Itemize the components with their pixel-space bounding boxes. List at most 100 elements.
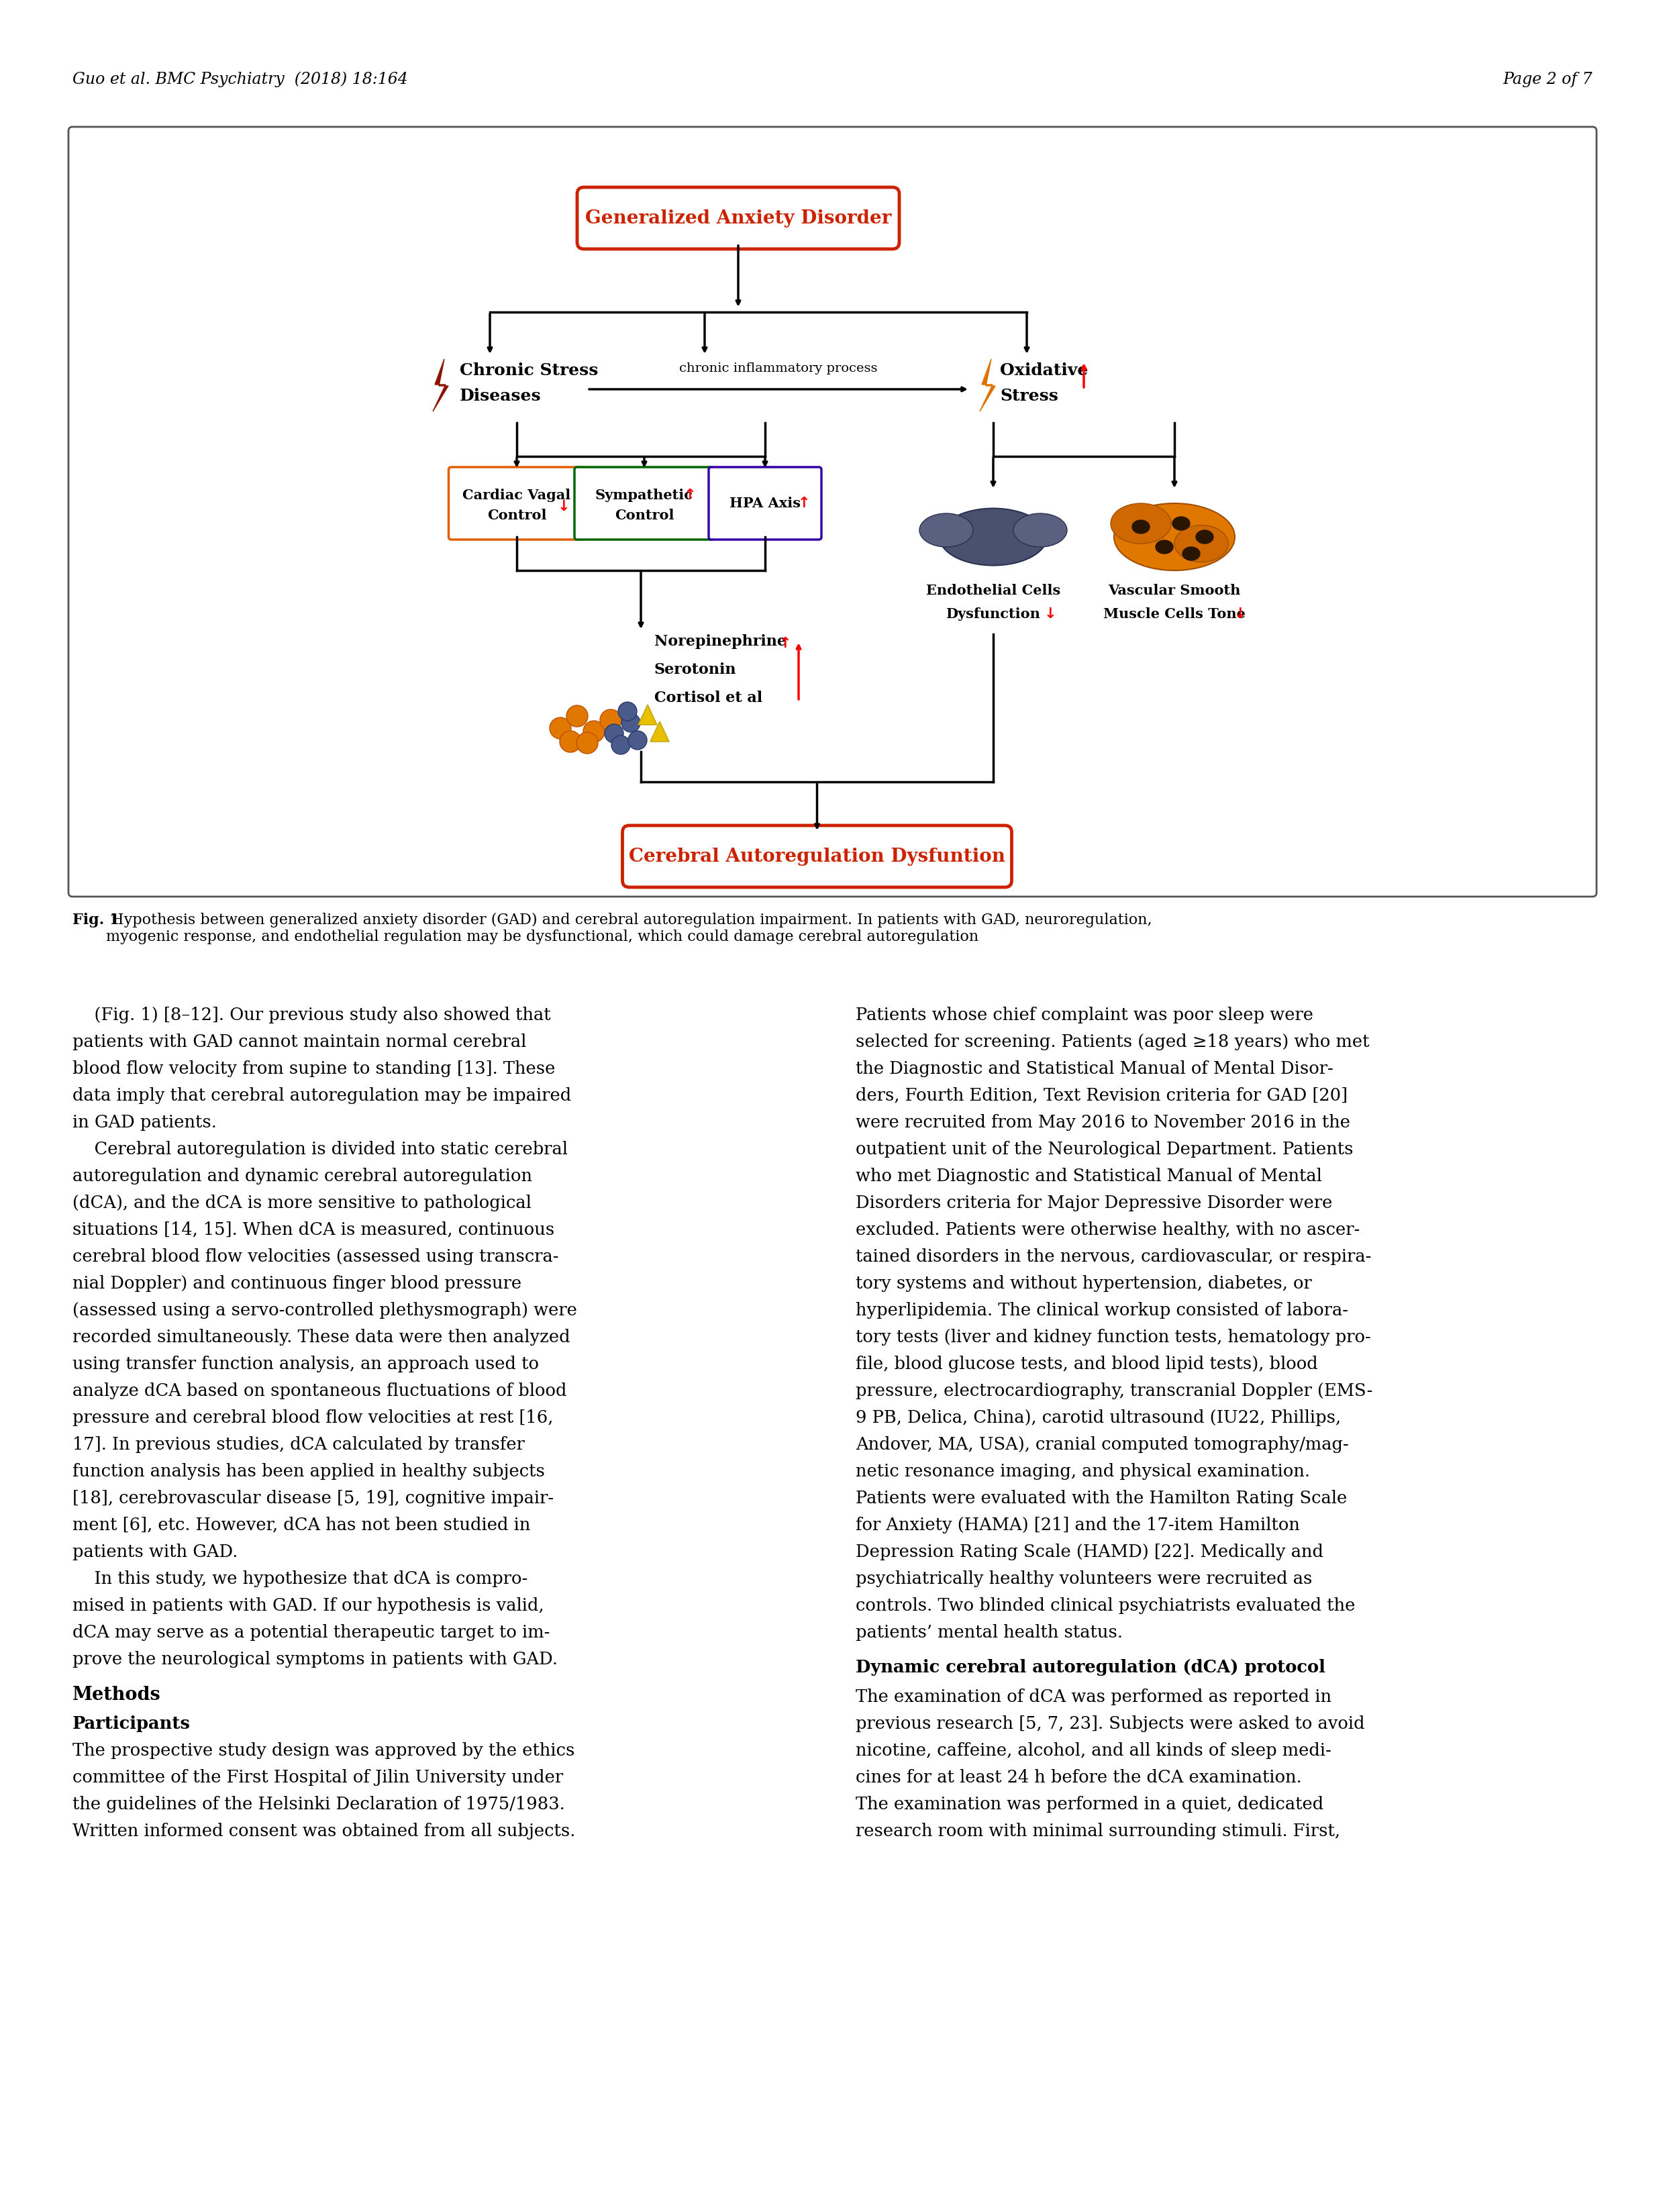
Text: (Fig. 1) [8–12]. Our previous study also showed that: (Fig. 1) [8–12]. Our previous study also…	[73, 1006, 551, 1024]
Circle shape	[576, 732, 598, 754]
Text: In this study, we hypothesize that dCA is compro-: In this study, we hypothesize that dCA i…	[73, 1571, 528, 1588]
Text: pressure, electrocardiography, transcranial Doppler (EMS-: pressure, electrocardiography, transcran…	[856, 1382, 1372, 1400]
Text: The examination of dCA was performed as reported in: The examination of dCA was performed as …	[856, 1688, 1332, 1705]
FancyBboxPatch shape	[578, 188, 899, 250]
Text: Norepinephrine: Norepinephrine	[654, 635, 786, 648]
Text: Chronic Stress: Chronic Stress	[460, 363, 598, 378]
Polygon shape	[638, 706, 658, 726]
Text: situations [14, 15]. When dCA is measured, continuous: situations [14, 15]. When dCA is measure…	[73, 1221, 554, 1239]
Circle shape	[559, 730, 581, 752]
Text: Sympathetic: Sympathetic	[596, 489, 693, 502]
Text: in GAD patients.: in GAD patients.	[73, 1115, 216, 1130]
Text: dCA may serve as a potential therapeutic target to im-: dCA may serve as a potential therapeutic…	[73, 1624, 549, 1641]
Text: 17]. In previous studies, dCA calculated by transfer: 17]. In previous studies, dCA calculated…	[73, 1436, 524, 1453]
Ellipse shape	[939, 509, 1047, 566]
Circle shape	[599, 710, 621, 730]
Text: recorded simultaneously. These data were then analyzed: recorded simultaneously. These data were…	[73, 1329, 569, 1345]
Text: tained disorders in the nervous, cardiovascular, or respira-: tained disorders in the nervous, cardiov…	[856, 1248, 1372, 1265]
Text: who met Diagnostic and Statistical Manual of Mental: who met Diagnostic and Statistical Manua…	[856, 1168, 1322, 1183]
Ellipse shape	[1174, 524, 1229, 562]
Text: ↑: ↑	[684, 489, 696, 502]
Text: (assessed using a servo-controlled plethysmograph) were: (assessed using a servo-controlled pleth…	[73, 1303, 578, 1318]
Text: Cardiac Vagal: Cardiac Vagal	[463, 489, 571, 502]
Text: mised in patients with GAD. If our hypothesis is valid,: mised in patients with GAD. If our hypot…	[73, 1597, 544, 1615]
Text: were recruited from May 2016 to November 2016 in the: were recruited from May 2016 to November…	[856, 1115, 1350, 1130]
Ellipse shape	[1114, 504, 1235, 571]
Text: Patients were evaluated with the Hamilton Rating Scale: Patients were evaluated with the Hamilto…	[856, 1491, 1347, 1506]
Text: Generalized Anxiety Disorder: Generalized Anxiety Disorder	[584, 210, 891, 228]
Text: cines for at least 24 h before the dCA examination.: cines for at least 24 h before the dCA e…	[856, 1770, 1302, 1785]
Text: HPA Axis: HPA Axis	[729, 498, 801, 511]
Text: Cerebral autoregulation is divided into static cerebral: Cerebral autoregulation is divided into …	[73, 1141, 568, 1157]
Text: Depression Rating Scale (HAMD) [22]. Medically and: Depression Rating Scale (HAMD) [22]. Med…	[856, 1544, 1324, 1559]
Text: ↓: ↓	[558, 500, 569, 513]
Text: Written informed consent was obtained from all subjects.: Written informed consent was obtained fr…	[73, 1823, 576, 1840]
Text: Hypothesis between generalized anxiety disorder (GAD) and cerebral autoregulatio: Hypothesis between generalized anxiety d…	[107, 914, 1152, 945]
Text: the Diagnostic and Statistical Manual of Mental Disor-: the Diagnostic and Statistical Manual of…	[856, 1060, 1334, 1077]
Text: data imply that cerebral autoregulation may be impaired: data imply that cerebral autoregulation …	[73, 1088, 571, 1104]
FancyBboxPatch shape	[448, 467, 584, 540]
Text: Endothelial Cells: Endothelial Cells	[926, 584, 1061, 597]
Circle shape	[604, 723, 623, 743]
Text: excluded. Patients were otherwise healthy, with no ascer-: excluded. Patients were otherwise health…	[856, 1221, 1360, 1239]
Text: research room with minimal surrounding stimuli. First,: research room with minimal surrounding s…	[856, 1823, 1340, 1840]
Text: chronic inflammatory process: chronic inflammatory process	[679, 363, 877, 374]
Text: ↑: ↑	[779, 637, 791, 650]
Text: 9 PB, Delica, China), carotid ultrasound (IU22, Phillips,: 9 PB, Delica, China), carotid ultrasound…	[856, 1409, 1340, 1427]
Text: patients with GAD cannot maintain normal cerebral: patients with GAD cannot maintain normal…	[73, 1033, 526, 1051]
Text: Dynamic cerebral autoregulation (dCA) protocol: Dynamic cerebral autoregulation (dCA) pr…	[856, 1659, 1325, 1677]
Circle shape	[583, 721, 604, 743]
Ellipse shape	[1156, 540, 1174, 553]
Ellipse shape	[1195, 531, 1214, 544]
Text: ment [6], etc. However, dCA has not been studied in: ment [6], etc. However, dCA has not been…	[73, 1517, 531, 1533]
Text: Page 2 of 7: Page 2 of 7	[1503, 71, 1592, 86]
FancyBboxPatch shape	[709, 467, 821, 540]
Text: Patients whose chief complaint was poor sleep were: Patients whose chief complaint was poor …	[856, 1006, 1314, 1024]
Circle shape	[618, 701, 638, 721]
Text: for Anxiety (HAMA) [21] and the 17-item Hamilton: for Anxiety (HAMA) [21] and the 17-item …	[856, 1517, 1300, 1533]
Text: analyze dCA based on spontaneous fluctuations of blood: analyze dCA based on spontaneous fluctua…	[73, 1382, 566, 1400]
Text: psychiatrically healthy volunteers were recruited as: psychiatrically healthy volunteers were …	[856, 1571, 1312, 1588]
Text: cerebral blood flow velocities (assessed using transcra-: cerebral blood flow velocities (assessed…	[73, 1248, 559, 1265]
Text: ↑: ↑	[798, 498, 811, 511]
Circle shape	[549, 717, 571, 739]
Text: netic resonance imaging, and physical examination.: netic resonance imaging, and physical ex…	[856, 1462, 1310, 1480]
Text: pressure and cerebral blood flow velocities at rest [16,: pressure and cerebral blood flow velocit…	[73, 1409, 553, 1427]
Text: [18], cerebrovascular disease [5, 19], cognitive impair-: [18], cerebrovascular disease [5, 19], c…	[73, 1491, 554, 1506]
FancyBboxPatch shape	[68, 126, 1597, 896]
Text: blood flow velocity from supine to standing [13]. These: blood flow velocity from supine to stand…	[73, 1060, 554, 1077]
Text: tory tests (liver and kidney function tests, hematology pro-: tory tests (liver and kidney function te…	[856, 1329, 1370, 1345]
Ellipse shape	[1014, 513, 1067, 546]
Text: previous research [5, 7, 23]. Subjects were asked to avoid: previous research [5, 7, 23]. Subjects w…	[856, 1714, 1365, 1732]
FancyBboxPatch shape	[623, 825, 1012, 887]
Text: Guo et al. BMC Psychiatry  (2018) 18:164: Guo et al. BMC Psychiatry (2018) 18:164	[73, 71, 408, 86]
Text: Andover, MA, USA), cranial computed tomography/mag-: Andover, MA, USA), cranial computed tomo…	[856, 1436, 1349, 1453]
Text: Participants: Participants	[73, 1714, 190, 1732]
Text: Cerebral Autoregulation Dysfuntion: Cerebral Autoregulation Dysfuntion	[629, 847, 1006, 865]
Circle shape	[566, 706, 588, 728]
Text: function analysis has been applied in healthy subjects: function analysis has been applied in he…	[73, 1462, 544, 1480]
Text: ders, Fourth Edition, Text Revision criteria for GAD [20]: ders, Fourth Edition, Text Revision crit…	[856, 1088, 1347, 1104]
Text: Disorders criteria for Major Depressive Disorder were: Disorders criteria for Major Depressive …	[856, 1194, 1332, 1212]
Text: Serotonin: Serotonin	[654, 661, 736, 677]
Ellipse shape	[1111, 504, 1170, 544]
Ellipse shape	[1182, 546, 1200, 560]
FancyBboxPatch shape	[574, 467, 714, 540]
Text: nial Doppler) and continuous finger blood pressure: nial Doppler) and continuous finger bloo…	[73, 1274, 521, 1292]
Text: autoregulation and dynamic cerebral autoregulation: autoregulation and dynamic cerebral auto…	[73, 1168, 533, 1183]
Text: Diseases: Diseases	[460, 387, 541, 405]
Polygon shape	[433, 358, 448, 411]
Circle shape	[628, 730, 648, 750]
Text: patients with GAD.: patients with GAD.	[73, 1544, 238, 1559]
Text: Dysfunction: Dysfunction	[946, 608, 1041, 622]
Text: committee of the First Hospital of Jilin University under: committee of the First Hospital of Jilin…	[73, 1770, 563, 1785]
Text: Oxidative: Oxidative	[1001, 363, 1089, 378]
Text: hyperlipidemia. The clinical workup consisted of labora-: hyperlipidemia. The clinical workup cons…	[856, 1303, 1349, 1318]
Text: selected for screening. Patients (aged ≥18 years) who met: selected for screening. Patients (aged ≥…	[856, 1033, 1369, 1051]
Text: The prospective study design was approved by the ethics: The prospective study design was approve…	[73, 1743, 574, 1759]
Text: Muscle Cells Tone: Muscle Cells Tone	[1104, 608, 1245, 622]
Text: Stress: Stress	[1001, 387, 1059, 405]
Polygon shape	[651, 721, 669, 741]
Text: Control: Control	[614, 509, 674, 522]
Text: patients’ mental health status.: patients’ mental health status.	[856, 1624, 1122, 1641]
